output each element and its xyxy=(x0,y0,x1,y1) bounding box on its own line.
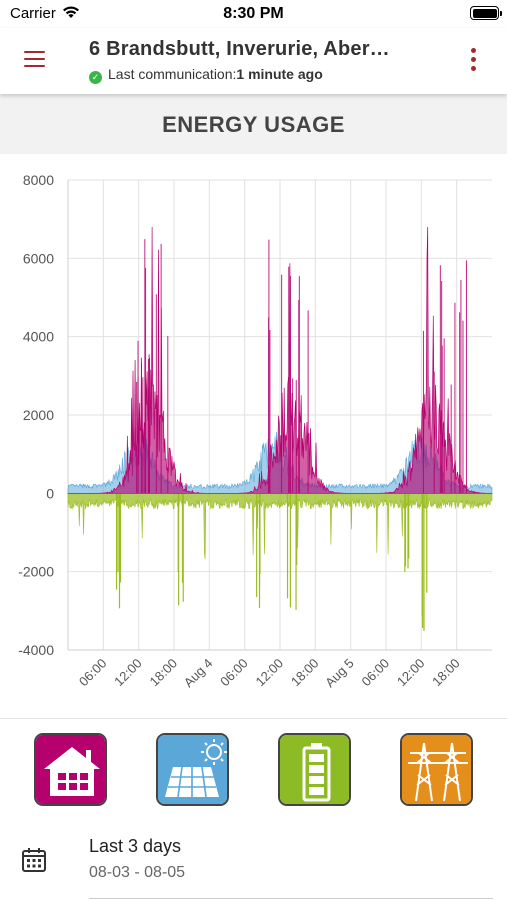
home-usage-button[interactable] xyxy=(34,733,107,806)
date-filter-range: 08-03 - 08-05 xyxy=(89,864,186,881)
date-filter-label: Last 3 days xyxy=(89,836,182,856)
more-vertical-icon[interactable] xyxy=(463,46,483,74)
status-time: 8:30 PM xyxy=(223,5,284,22)
last-communication: ✓ Last communication:1 minute ago xyxy=(89,66,323,84)
date-underline xyxy=(89,898,493,899)
date-filter-row[interactable]: Last 3 days 08-03 - 08-05 xyxy=(0,825,507,900)
carrier-label: Carrier xyxy=(10,5,56,22)
x-tick-label: 18:00 xyxy=(288,656,322,690)
solar-panel-icon xyxy=(158,735,227,804)
y-tick-label: 6000 xyxy=(23,250,54,266)
battery-button[interactable] xyxy=(278,733,351,806)
x-tick-label: 06:00 xyxy=(217,656,251,690)
grid-button[interactable] xyxy=(400,733,473,806)
solar-button[interactable] xyxy=(156,733,229,806)
x-tick-label: Aug 4 xyxy=(181,656,216,691)
house-icon xyxy=(36,735,105,804)
app-header: 6 Brandsbutt, Inverurie, Aber… ✓ Last com… xyxy=(0,28,507,94)
status-bar: Carrier 8:30 PM xyxy=(0,0,507,28)
site-title: 6 Brandsbutt, Inverurie, Aber… xyxy=(89,38,390,60)
x-tick-label: 18:00 xyxy=(147,656,181,690)
y-tick-label: 4000 xyxy=(23,329,54,345)
power-pylon-icon xyxy=(402,735,471,804)
x-tick-label: 12:00 xyxy=(111,656,145,690)
y-tick-label: -2000 xyxy=(18,564,54,580)
x-tick-label: 12:00 xyxy=(253,656,287,690)
battery-icon xyxy=(280,735,349,804)
wifi-icon xyxy=(63,6,79,18)
x-tick-label: 06:00 xyxy=(359,656,393,690)
last-communication-value: 1 minute ago xyxy=(236,66,323,82)
calendar-icon xyxy=(22,848,46,872)
x-tick-label: 06:00 xyxy=(76,656,110,690)
y-tick-label: 8000 xyxy=(23,172,54,188)
section-title: ENERGY USAGE xyxy=(0,94,507,154)
y-tick-label: 2000 xyxy=(23,407,54,423)
x-tick-label: 18:00 xyxy=(429,656,463,690)
y-tick-label: -4000 xyxy=(18,642,54,658)
x-tick-label: Aug 5 xyxy=(322,656,357,691)
check-circle-icon: ✓ xyxy=(89,71,102,84)
energy-usage-chart[interactable]: 8000 6000 4000 2000 0 -2000 -4000 06:00 12:00 18:… xyxy=(0,154,507,719)
hamburger-menu-icon[interactable] xyxy=(22,48,48,70)
last-communication-label: Last communication: xyxy=(108,66,237,82)
battery-status-icon xyxy=(470,6,502,20)
x-tick-label: 12:00 xyxy=(394,656,428,690)
divider xyxy=(0,718,507,719)
y-tick-label: 0 xyxy=(46,485,54,501)
